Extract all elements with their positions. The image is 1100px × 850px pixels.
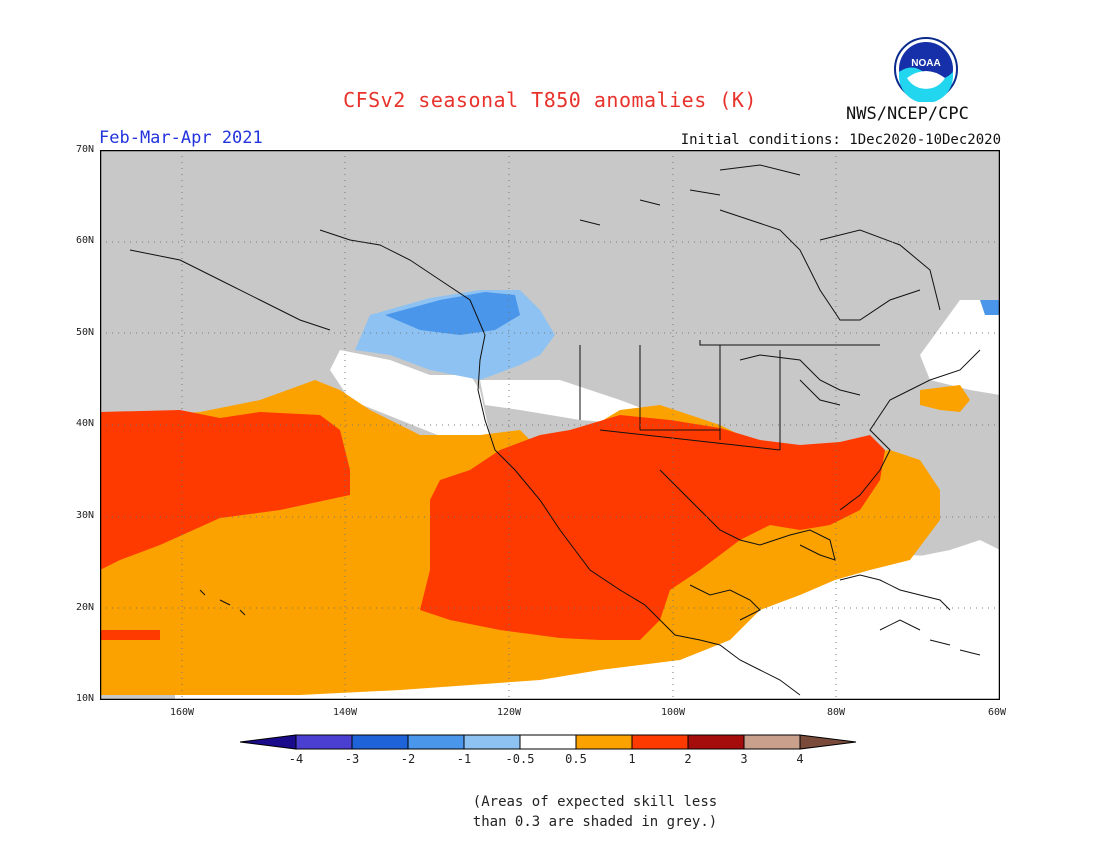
- colorbar-label: 1: [628, 752, 636, 766]
- logo-text: NOAA: [911, 58, 940, 69]
- skill-note: (Areas of expected skill less than 0.3 a…: [0, 792, 1100, 832]
- colorbar-label: 2: [684, 752, 692, 766]
- noaa-logo: NOAA: [894, 37, 958, 102]
- colorbar-segment: [631, 734, 689, 750]
- colorbar-segment: [351, 734, 409, 750]
- colorbar-label: -3: [344, 752, 360, 766]
- strong-warm-anomaly-region: [100, 410, 885, 640]
- colorbar-label: -2: [400, 752, 416, 766]
- colorbar-label: 4: [796, 752, 804, 766]
- colorbar: [240, 734, 857, 750]
- colorbar-segment: [463, 734, 521, 750]
- lon-label: 160W: [169, 707, 195, 718]
- colorbar-label: -0.5: [505, 752, 535, 766]
- lat-label: 50N: [75, 327, 94, 338]
- map-frame: [100, 150, 1000, 700]
- negative-anomaly-core: [385, 292, 1000, 335]
- initial-conditions: Initial conditions: 1Dec2020-10Dec2020: [680, 132, 1001, 148]
- coastlines: [129, 164, 981, 696]
- anomaly-map: [100, 150, 1000, 700]
- colorbar-segment: [799, 734, 857, 750]
- colorbar-segment: [295, 734, 353, 750]
- forecast-period: Feb-Mar-Apr 2021: [99, 128, 263, 148]
- lon-label: 120W: [496, 707, 522, 718]
- colorbar-label: -4: [288, 752, 304, 766]
- colorbar-segment: [240, 734, 297, 750]
- lat-label: 40N: [75, 418, 94, 429]
- colorbar-label: 0.5: [565, 752, 587, 766]
- map-title: CFSv2 seasonal T850 anomalies (K): [343, 88, 757, 112]
- lat-label: 30N: [75, 510, 94, 521]
- skill-note-line1: (Areas of expected skill less: [472, 794, 718, 810]
- colorbar-segment: [687, 734, 745, 750]
- lon-label: 60W: [987, 707, 1007, 718]
- colorbar-segment: [575, 734, 633, 750]
- colorbar-segment: [407, 734, 465, 750]
- lat-label: 70N: [75, 144, 94, 155]
- lat-label: 10N: [75, 693, 94, 704]
- colorbar-label: 3: [740, 752, 748, 766]
- colorbar-label: -1: [456, 752, 472, 766]
- lat-label: 60N: [75, 235, 94, 246]
- agency-label: NWS/NCEP/CPC: [846, 104, 969, 124]
- lon-label: 140W: [332, 707, 358, 718]
- lon-label: 80W: [826, 707, 846, 718]
- lon-label: 100W: [660, 707, 686, 718]
- skill-note-line2: than 0.3 are shaded in grey.): [472, 814, 718, 830]
- graticule: [100, 150, 1000, 700]
- colorbar-segment: [743, 734, 801, 750]
- lat-label: 20N: [75, 602, 94, 613]
- colorbar-segment: [519, 734, 577, 750]
